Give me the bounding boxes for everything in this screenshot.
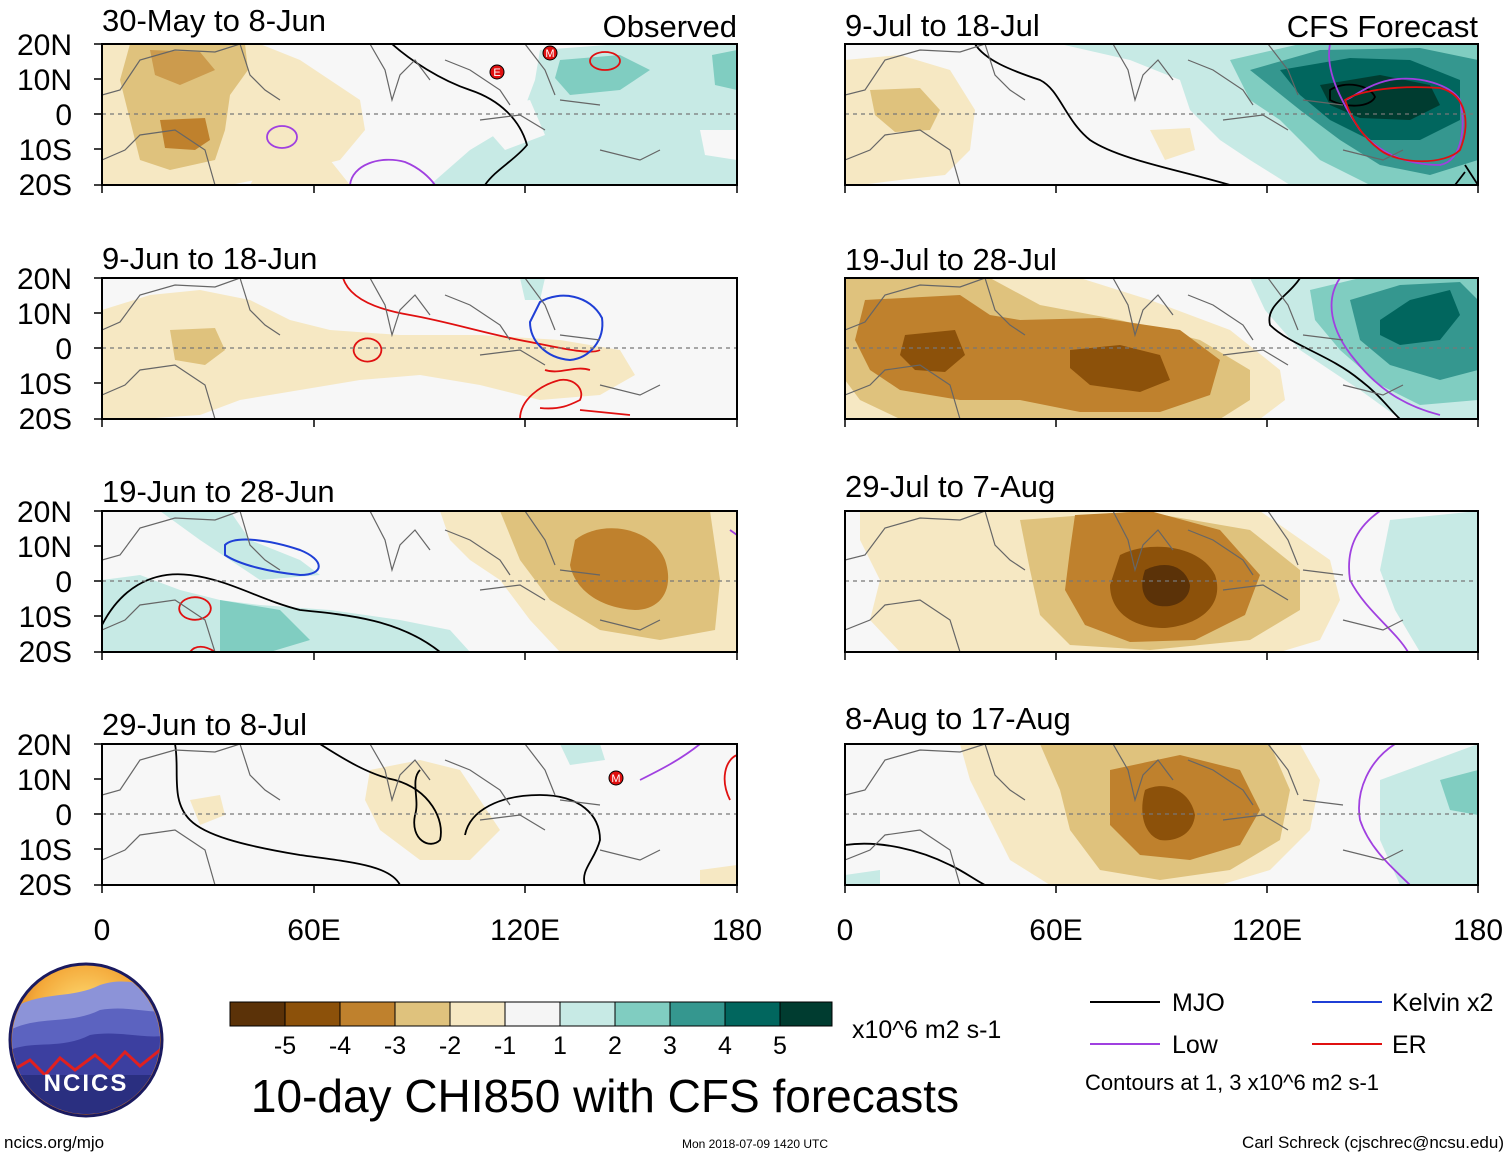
panel-title: 19-Jul to 28-Jul bbox=[845, 242, 1057, 277]
lon-label: 60E bbox=[287, 914, 340, 947]
colorbar-swatch bbox=[284, 1001, 341, 1027]
logo-text: NCICS bbox=[44, 1070, 129, 1097]
lat-label: 20S bbox=[19, 636, 72, 669]
panel-1: E M 30-May to 8-Jun Observed bbox=[101, 3, 738, 186]
storm-marker: E bbox=[489, 64, 505, 80]
colorbar-swatch bbox=[614, 1001, 671, 1027]
lat-axis-panel-1: 20N 10N 0 10S 20S bbox=[17, 29, 72, 202]
panel-title: 9-Jul to 18-Jul bbox=[845, 8, 1040, 43]
panel-2: 9-Jun to 18-Jun bbox=[101, 241, 738, 420]
colorbar-tick: 1 bbox=[553, 1032, 567, 1060]
colorbar-tick: 4 bbox=[718, 1032, 732, 1060]
lat-label: 10S bbox=[19, 601, 72, 634]
panel-3: 19-Jun to 28-Jun bbox=[101, 474, 738, 653]
colorbar-tick: 5 bbox=[773, 1032, 787, 1060]
footer-url: ncics.org/mjo bbox=[4, 1133, 104, 1152]
lat-axis-panel-4: 20N 10N 0 10S 20S bbox=[17, 729, 72, 902]
colorbar-swatch bbox=[449, 1001, 506, 1027]
legend-item-er: ER bbox=[1312, 1031, 1427, 1059]
panel-title: 29-Jun to 8-Jul bbox=[102, 707, 307, 742]
panel-title: 30-May to 8-Jun bbox=[102, 3, 326, 38]
colorbar-swatch bbox=[339, 1001, 396, 1027]
lon-label: 120E bbox=[490, 914, 560, 947]
lat-label: 20S bbox=[19, 403, 72, 436]
colorbar-swatch bbox=[394, 1001, 451, 1027]
observed-label: Observed bbox=[603, 9, 737, 44]
legend-item-low: Low bbox=[1090, 1031, 1219, 1059]
colorbar-units: x10^6 m2 s-1 bbox=[852, 1016, 1001, 1044]
footer-credit: Carl Schreck (cjschrec@ncsu.edu) bbox=[1242, 1133, 1504, 1152]
panel-title: 29-Jul to 7-Aug bbox=[845, 469, 1055, 504]
colorbar-swatch bbox=[504, 1001, 561, 1027]
legend-note: Contours at 1, 3 x10^6 m2 s-1 bbox=[1085, 1070, 1379, 1095]
lat-label: 20S bbox=[19, 869, 72, 902]
lat-label: 20N bbox=[17, 729, 72, 762]
legend-label: MJO bbox=[1172, 989, 1225, 1017]
colorbar-swatch bbox=[229, 1001, 286, 1027]
left-column-ticks bbox=[94, 43, 1479, 893]
legend-label: ER bbox=[1392, 1031, 1427, 1059]
colorbar-tick: -4 bbox=[329, 1032, 351, 1060]
colorbar-swatch bbox=[779, 1001, 833, 1027]
lat-axis-panel-3: 20N 10N 0 10S 20S bbox=[17, 496, 72, 669]
colorbar-swatch bbox=[669, 1001, 726, 1027]
lat-label: 0 bbox=[55, 566, 72, 599]
panel-7: 29-Jul to 7-Aug bbox=[844, 469, 1479, 653]
lon-label: 0 bbox=[837, 914, 854, 947]
lat-label: 10S bbox=[19, 134, 72, 167]
colorbar-tick: -1 bbox=[494, 1032, 516, 1060]
storm-label: M bbox=[611, 773, 620, 785]
colorbar-tick: -5 bbox=[274, 1032, 296, 1060]
lat-label: 10S bbox=[19, 834, 72, 867]
panel-8: 8-Aug to 17-Aug bbox=[844, 701, 1479, 886]
contour-legend: MJO Kelvin x2 Low ER Contours at 1, 3 x1… bbox=[1085, 989, 1493, 1095]
colorbar-tick: -3 bbox=[384, 1032, 406, 1060]
lon-axis-left: 0 60E 120E 180 bbox=[94, 914, 762, 947]
lat-label: 10S bbox=[19, 368, 72, 401]
legend-label: Kelvin x2 bbox=[1392, 989, 1493, 1017]
legend-item-kelvin: Kelvin x2 bbox=[1312, 989, 1493, 1017]
colorbar-tick: -2 bbox=[439, 1032, 461, 1060]
figure-title: 10-day CHI850 with CFS forecasts bbox=[251, 1070, 959, 1122]
forecast-label: CFS Forecast bbox=[1287, 9, 1479, 44]
lat-label: 10N bbox=[17, 64, 72, 97]
panel-title: 9-Jun to 18-Jun bbox=[102, 241, 317, 276]
lat-label: 10N bbox=[17, 531, 72, 564]
panel-6: 19-Jul to 28-Jul bbox=[844, 242, 1479, 420]
lon-label: 120E bbox=[1232, 914, 1302, 947]
colorbar-swatch bbox=[724, 1001, 781, 1027]
lat-label: 20S bbox=[19, 169, 72, 202]
lon-label: 180 bbox=[1453, 914, 1503, 947]
colorbar: -5 -4 -3 -2 -1 1 2 3 4 5 x10^6 m2 s-1 bbox=[229, 1001, 1001, 1060]
lat-label: 0 bbox=[55, 333, 72, 366]
lat-label: 20N bbox=[17, 263, 72, 296]
panel-title: 8-Aug to 17-Aug bbox=[845, 701, 1071, 736]
lon-label: 180 bbox=[712, 914, 762, 947]
footer-timestamp: Mon 2018-07-09 1420 UTC bbox=[682, 1137, 828, 1151]
colorbar-tick: 2 bbox=[608, 1032, 622, 1060]
panel-4: M 29-Jun to 8-Jul bbox=[101, 707, 738, 886]
lat-axis-panel-2: 20N 10N 0 10S 20S bbox=[17, 263, 72, 436]
storm-marker: M bbox=[542, 45, 558, 61]
storm-label: E bbox=[493, 67, 500, 79]
colorbar-swatch bbox=[559, 1001, 616, 1027]
lon-label: 0 bbox=[94, 914, 111, 947]
lat-label: 20N bbox=[17, 496, 72, 529]
lat-label: 0 bbox=[55, 99, 72, 132]
storm-marker: M bbox=[608, 770, 624, 786]
panel-title: 19-Jun to 28-Jun bbox=[102, 474, 335, 509]
panel-5: 9-Jul to 18-Jul CFS Forecast bbox=[844, 8, 1479, 186]
legend-label: Low bbox=[1172, 1031, 1219, 1059]
legend-item-mjo: MJO bbox=[1090, 989, 1225, 1017]
colorbar-tick: 3 bbox=[663, 1032, 677, 1060]
lon-axis-right: 0 60E 120E 180 bbox=[837, 914, 1503, 947]
lon-label: 60E bbox=[1029, 914, 1082, 947]
lat-label: 10N bbox=[17, 764, 72, 797]
lat-label: 10N bbox=[17, 298, 72, 331]
lat-label: 20N bbox=[17, 29, 72, 62]
lat-label: 0 bbox=[55, 799, 72, 832]
ncics-logo: NCICS bbox=[8, 962, 164, 1118]
storm-label: M bbox=[545, 48, 554, 60]
